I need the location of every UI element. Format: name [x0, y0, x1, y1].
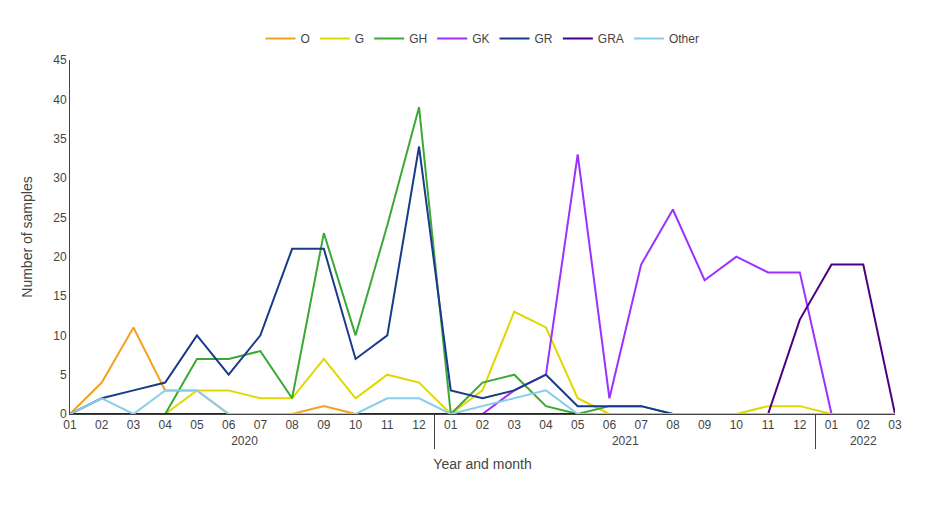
svg-text:03: 03: [508, 418, 522, 432]
svg-text:0: 0: [60, 407, 67, 421]
svg-text:25: 25: [53, 211, 67, 225]
svg-text:02: 02: [857, 418, 871, 432]
svg-text:01: 01: [444, 418, 458, 432]
svg-text:03: 03: [888, 418, 902, 432]
svg-text:30: 30: [53, 171, 67, 185]
svg-text:Year and month: Year and month: [433, 456, 531, 472]
svg-text:05: 05: [571, 418, 585, 432]
svg-text:05: 05: [190, 418, 204, 432]
svg-text:08: 08: [285, 418, 299, 432]
svg-text:GK: GK: [472, 32, 489, 46]
svg-text:08: 08: [666, 418, 680, 432]
svg-text:35: 35: [53, 132, 67, 146]
svg-text:2021: 2021: [612, 434, 639, 448]
svg-text:O: O: [301, 32, 310, 46]
svg-text:12: 12: [793, 418, 807, 432]
svg-text:2022: 2022: [850, 434, 877, 448]
svg-text:GH: GH: [409, 32, 427, 46]
svg-text:Number of samples: Number of samples: [19, 176, 35, 297]
svg-text:15: 15: [53, 289, 67, 303]
svg-text:01: 01: [63, 418, 77, 432]
svg-text:11: 11: [762, 418, 775, 432]
svg-text:5: 5: [60, 368, 67, 382]
svg-text:07: 07: [634, 418, 648, 432]
svg-text:04: 04: [539, 418, 553, 432]
svg-text:2020: 2020: [231, 434, 258, 448]
svg-text:09: 09: [698, 418, 712, 432]
svg-text:10: 10: [53, 329, 67, 343]
svg-text:10: 10: [349, 418, 363, 432]
svg-text:02: 02: [476, 418, 490, 432]
svg-text:10: 10: [730, 418, 744, 432]
svg-text:20: 20: [53, 250, 67, 264]
svg-text:06: 06: [603, 418, 617, 432]
svg-text:04: 04: [159, 418, 173, 432]
svg-text:Other: Other: [669, 32, 699, 46]
svg-text:09: 09: [317, 418, 331, 432]
svg-text:12: 12: [412, 418, 426, 432]
svg-text:G: G: [355, 32, 364, 46]
svg-text:11: 11: [381, 418, 394, 432]
svg-text:07: 07: [254, 418, 268, 432]
svg-text:GRA: GRA: [598, 32, 624, 46]
svg-text:40: 40: [53, 93, 67, 107]
svg-text:GR: GR: [535, 32, 553, 46]
svg-text:45: 45: [53, 53, 67, 67]
svg-text:06: 06: [222, 418, 236, 432]
svg-text:02: 02: [95, 418, 109, 432]
svg-text:03: 03: [127, 418, 141, 432]
svg-text:01: 01: [825, 418, 839, 432]
